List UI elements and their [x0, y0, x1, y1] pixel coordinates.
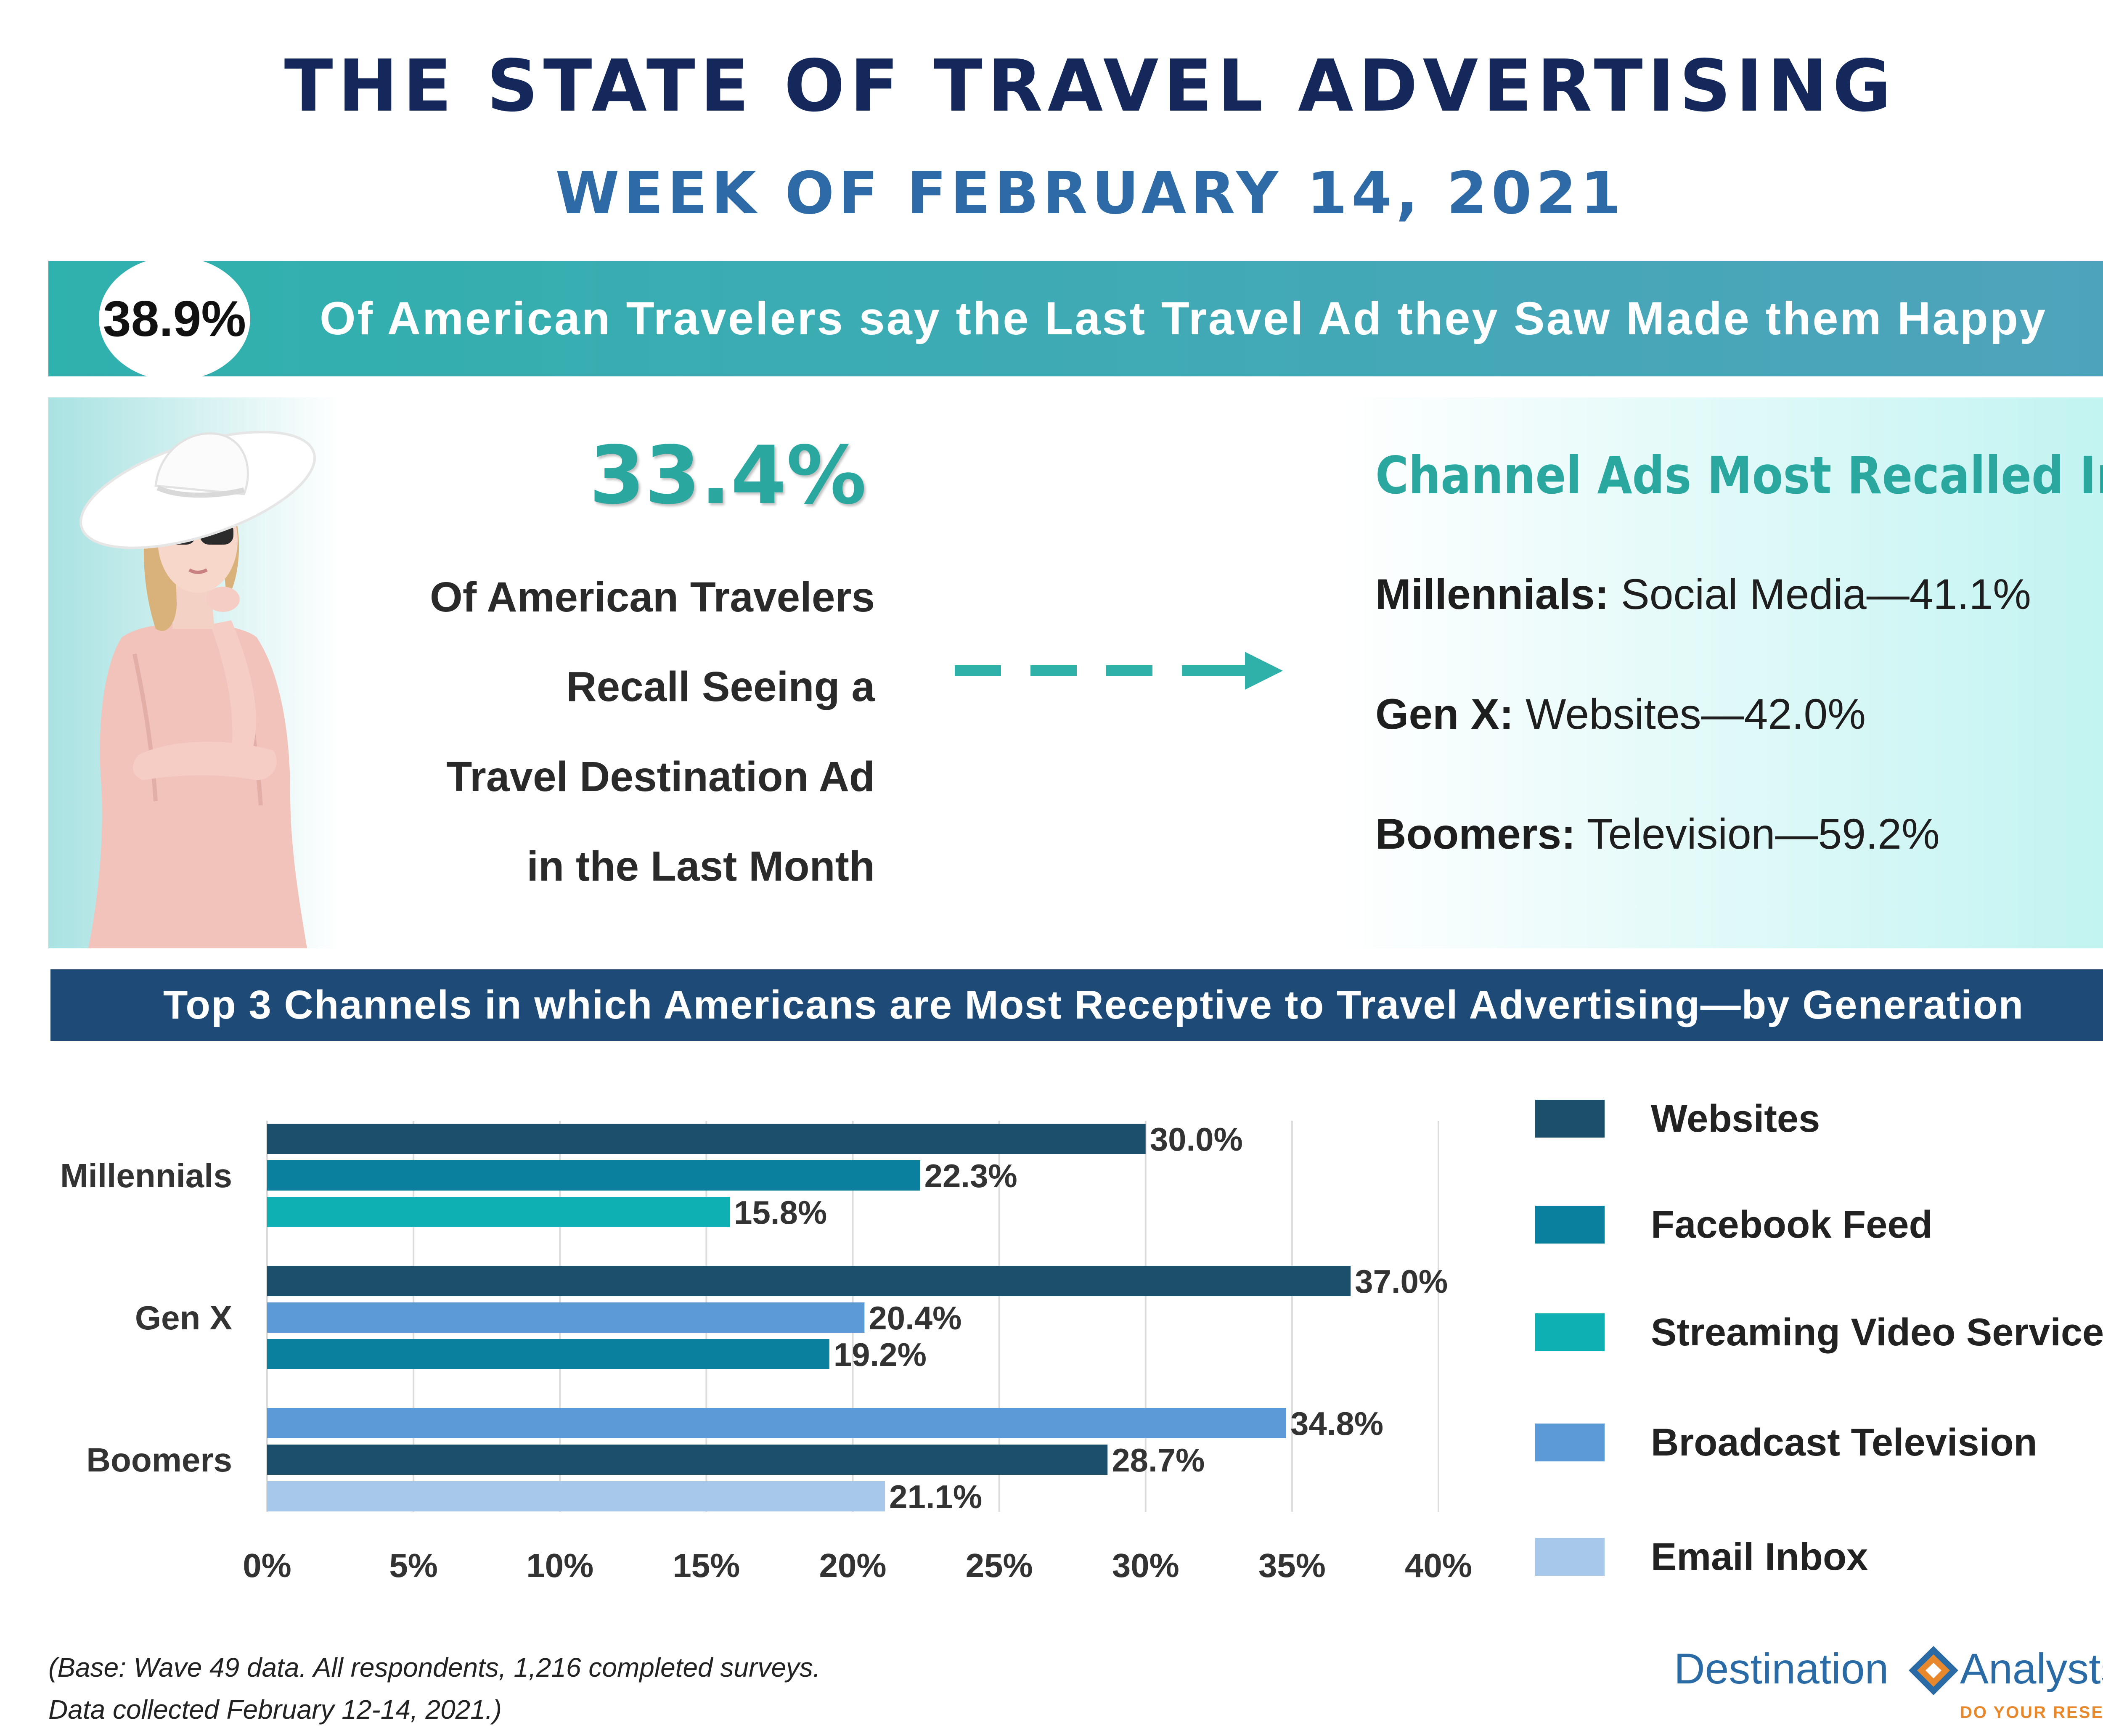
x-tick-label: 30%: [1112, 1547, 1179, 1584]
bar: [267, 1408, 1286, 1438]
recall-item-detail: Television—59.2%: [1587, 810, 1940, 858]
dashed-arrow-icon: [955, 652, 1283, 690]
happy-banner: [48, 261, 2103, 376]
x-tick-label: 40%: [1405, 1547, 1472, 1584]
page-subtitle: WEEK OF FEBRUARY 14, 2021: [555, 159, 1625, 227]
x-tick-label: 5%: [389, 1547, 438, 1584]
x-tick-label: 25%: [966, 1547, 1033, 1584]
legend-swatch: [1535, 1100, 1605, 1138]
x-tick-label: 15%: [673, 1547, 740, 1584]
bar: [267, 1445, 1108, 1475]
recall-item-generation: Boomers:: [1375, 810, 1576, 858]
legend-label: Facebook Feed: [1651, 1203, 1933, 1246]
recall-line-2: Recall Seeing a: [566, 663, 875, 710]
bar: [267, 1124, 1146, 1154]
x-tick-label: 35%: [1258, 1547, 1326, 1584]
recall-item-millennials: Millennials: Social Media—41.1%: [1375, 570, 2103, 619]
legend-swatch: [1535, 1538, 1605, 1576]
bar-value-label: 30.0%: [1150, 1121, 1243, 1158]
legend-item-streaming-video: Streaming Video Services: [1535, 1310, 2103, 1354]
bar-value-label: 21.1%: [889, 1478, 982, 1515]
recall-line-4: in the Last Month: [527, 843, 875, 890]
recall-item-genx: Gen X: Websites—42.0%: [1375, 690, 2103, 739]
footnote-line-1: (Base: Wave 49 data. All respondents, 1,…: [48, 1652, 821, 1683]
bar-value-label: 19.2%: [834, 1336, 927, 1373]
category-label: Gen X: [135, 1299, 232, 1336]
x-tick-label: 0%: [243, 1547, 291, 1584]
legend-label: Streaming Video Services: [1651, 1310, 2103, 1354]
bar-value-label: 22.3%: [924, 1157, 1017, 1194]
destination-analysts-logo: Destination Analysts DO YOUR RESEARCH: [1674, 1640, 2103, 1728]
x-tick-label: 10%: [526, 1547, 593, 1584]
recall-line-3: Travel Destination Ad: [446, 753, 875, 800]
legend-item-websites: Websites: [1535, 1097, 1820, 1140]
legend-swatch: [1535, 1313, 1605, 1351]
recall-item-detail: Social Media—41.1%: [1621, 570, 2031, 618]
legend-label: Email Inbox: [1651, 1535, 1868, 1578]
diamond-logo-icon: [1909, 1646, 1958, 1695]
recall-item-generation: Millennials:: [1375, 570, 1609, 618]
banner-text: Of American Travelers say the Last Trave…: [320, 293, 2047, 344]
legend-label: Websites: [1651, 1097, 1820, 1140]
recall-line-1: Of American Travelers: [430, 574, 875, 621]
bar: [267, 1160, 920, 1191]
bar: [267, 1339, 829, 1369]
banner-stat-circle: 38.9%: [99, 257, 250, 381]
logo-word-analysts: Analysts: [1960, 1645, 2103, 1693]
bar-value-label: 37.0%: [1355, 1263, 1448, 1300]
bar: [267, 1266, 1351, 1296]
page-title: THE STATE OF TRAVEL ADVERTISING: [284, 45, 1896, 128]
category-label: Millennials: [60, 1157, 232, 1194]
legend-swatch: [1535, 1424, 1605, 1461]
legend-label: Broadcast Television: [1651, 1421, 2037, 1464]
bar: [267, 1481, 885, 1511]
recall-stat: 33.4%: [589, 429, 866, 522]
logo-tagline: DO YOUR RESEARCH: [1960, 1703, 2103, 1722]
recall-item-boomers: Boomers: Television—59.2%: [1375, 810, 2103, 859]
bar-value-label: 28.7%: [1112, 1442, 1205, 1479]
category-label: Boomers: [86, 1441, 232, 1479]
banner-stat: 38.9%: [103, 290, 246, 347]
bar: [267, 1197, 730, 1227]
footnote-line-2: Data collected February 12-14, 2021.): [48, 1694, 502, 1725]
x-tick-label: 20%: [819, 1547, 886, 1584]
receptive-channels-bar-chart: 0% 5% 10% 15% 20% 25% 30% 35% 40% 30.0% 22.3% 15.8%…: [60, 1121, 1472, 1584]
channels-recalled-heading: Channel Ads Most Recalled In: [1375, 446, 2103, 505]
legend-item-facebook-feed: Facebook Feed: [1535, 1203, 1933, 1246]
logo-word-destination: Destination: [1674, 1645, 1889, 1693]
legend-item-email-inbox: Email Inbox: [1535, 1535, 1868, 1578]
bar-value-label: 20.4%: [869, 1299, 961, 1336]
legend-swatch: [1535, 1206, 1605, 1244]
chart-section-header: Top 3 Channels in which Americans are Mo…: [50, 969, 2103, 1041]
legend-item-broadcast-tv: Broadcast Television: [1535, 1421, 2037, 1464]
bar: [267, 1302, 865, 1333]
bar-value-label: 15.8%: [734, 1194, 827, 1231]
recall-item-detail: Websites—42.0%: [1526, 690, 1866, 738]
recall-item-generation: Gen X:: [1375, 690, 1514, 738]
woman-in-sunhat-illustration: [79, 431, 316, 948]
bar-value-label: 34.8%: [1290, 1405, 1383, 1442]
